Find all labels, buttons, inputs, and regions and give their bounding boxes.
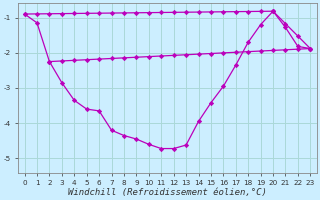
X-axis label: Windchill (Refroidissement éolien,°C): Windchill (Refroidissement éolien,°C): [68, 188, 267, 197]
